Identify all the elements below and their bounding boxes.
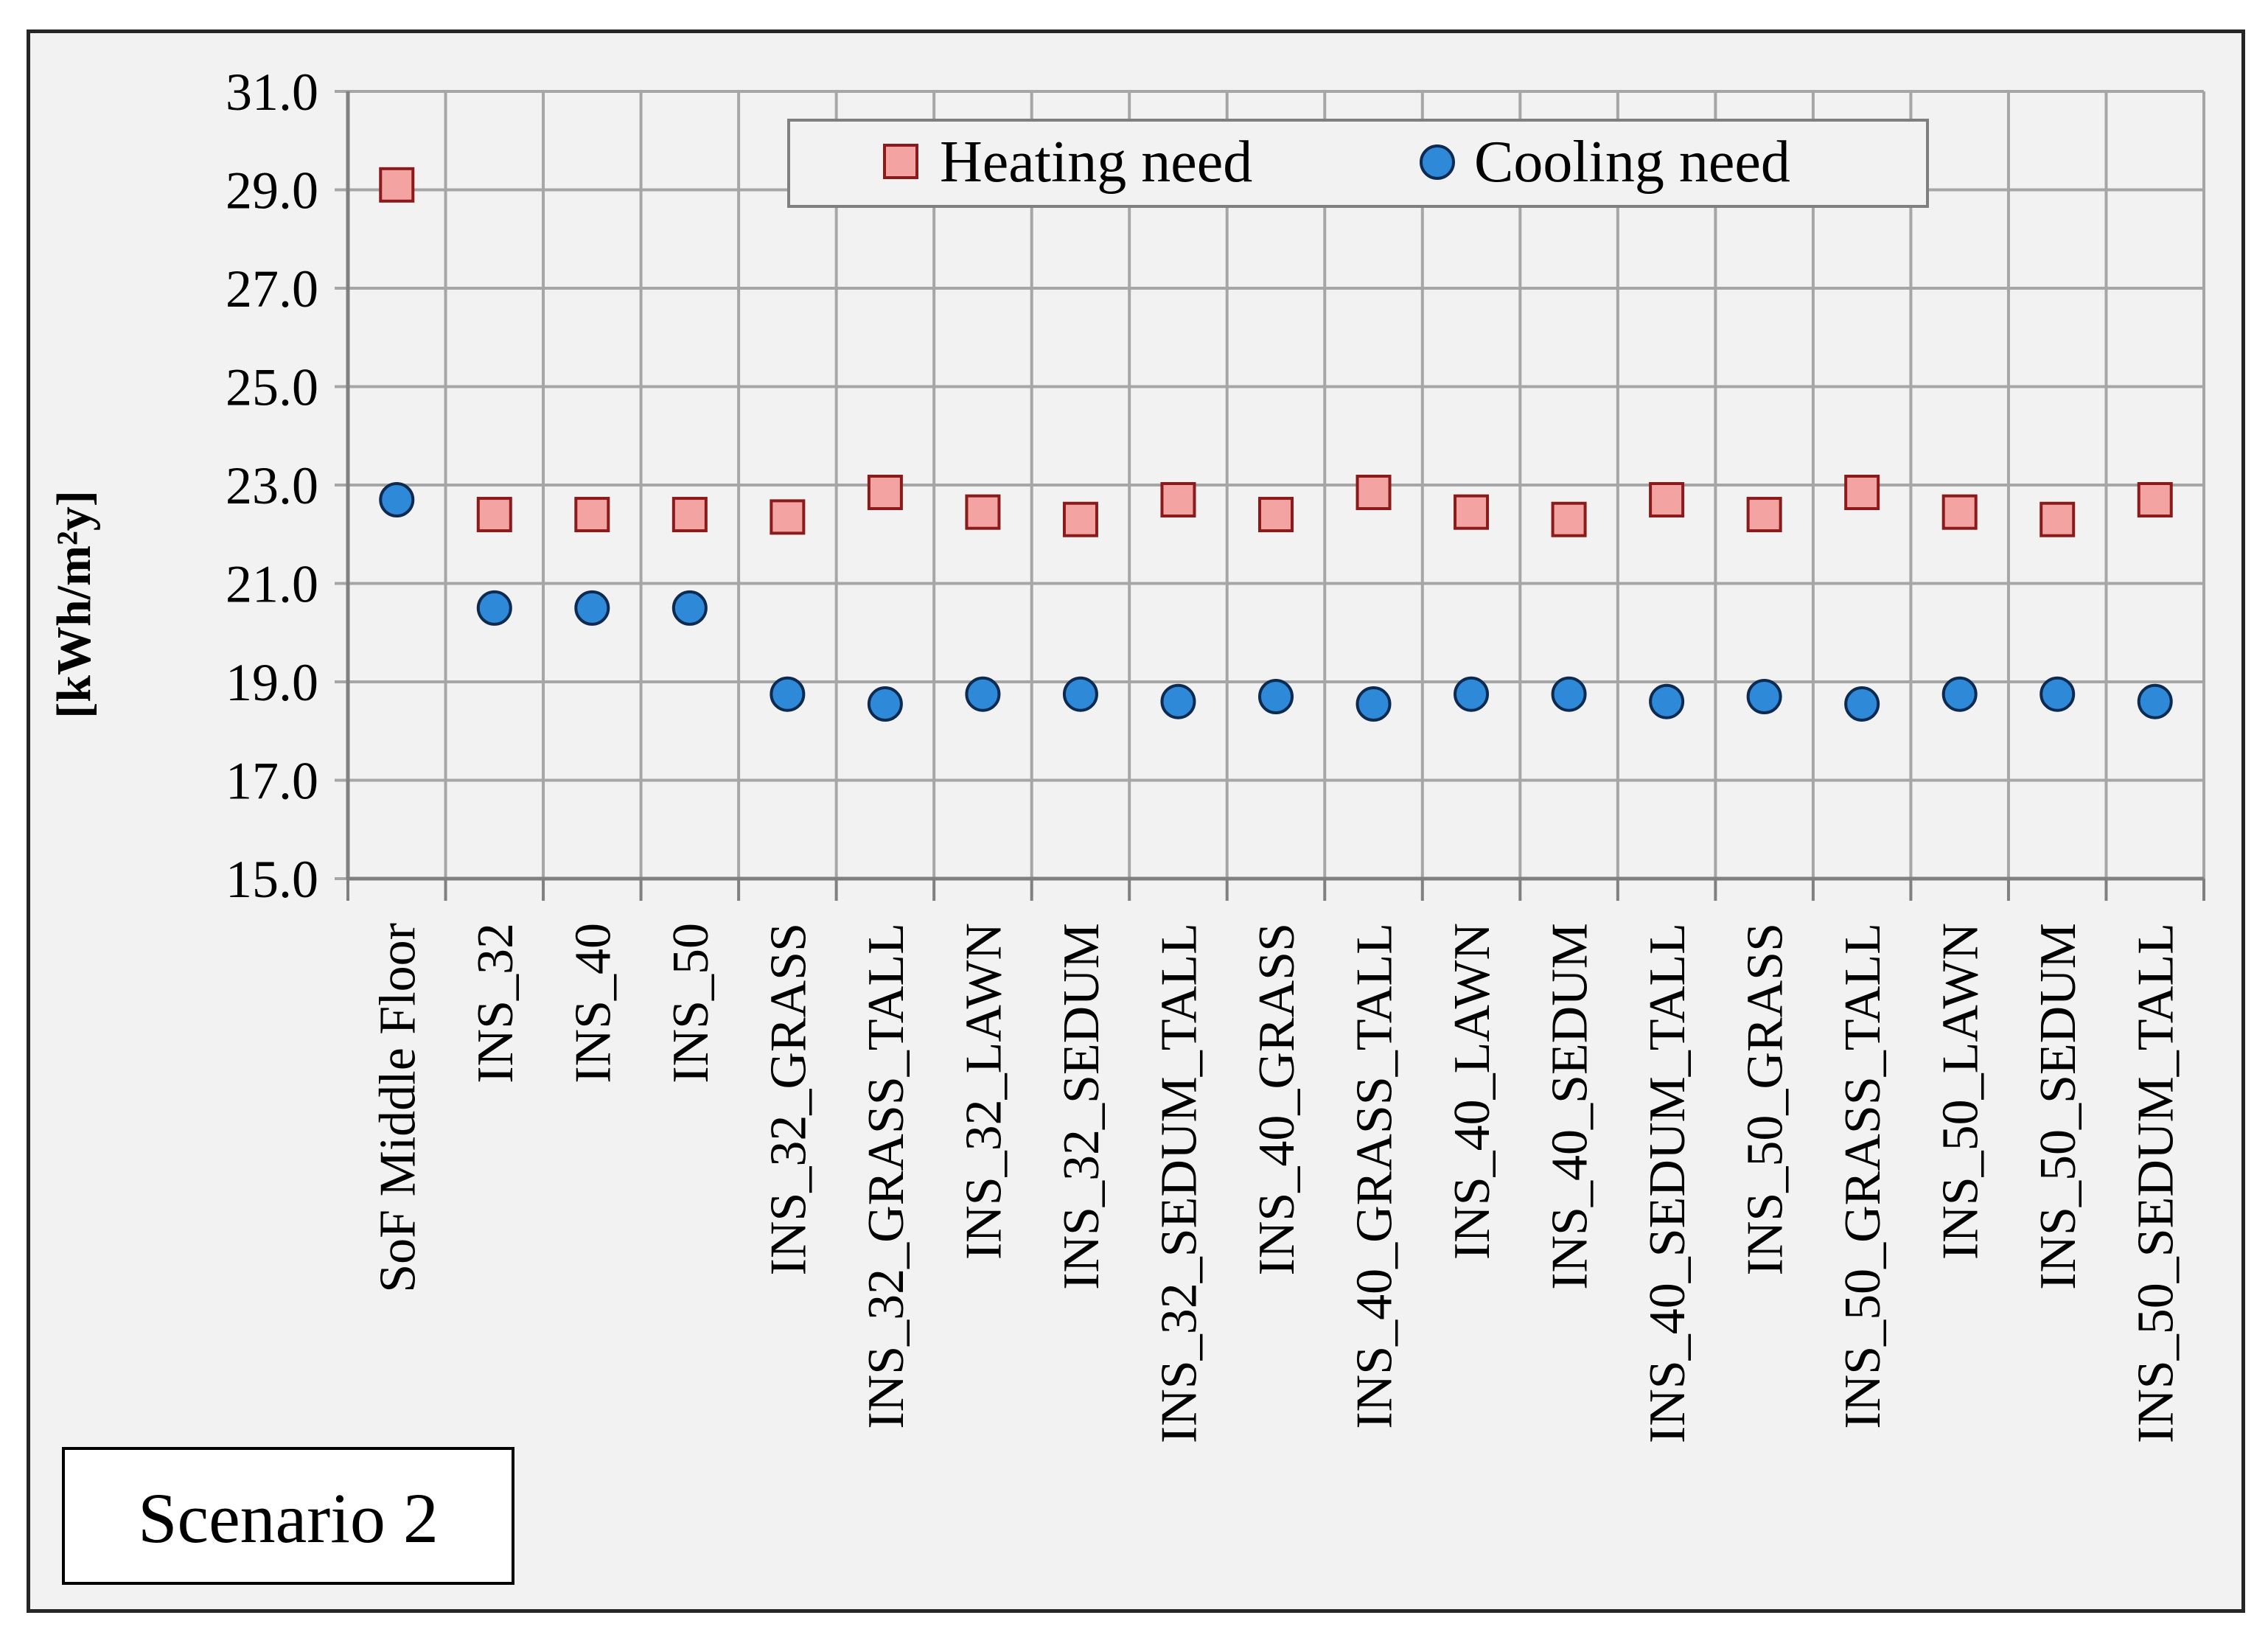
x-category-label: INS_50_SEDUM_TALL: [2128, 923, 2185, 1443]
x-category-label: INS_32: [467, 923, 524, 1084]
scenario-annotation: Scenario 2: [62, 1447, 514, 1585]
x-category-label: INS_40: [565, 923, 621, 1084]
x-category-label: INS_50_SEDUM: [2030, 923, 2087, 1290]
y-tick-label: 19.0: [226, 653, 318, 712]
x-category-label: INS_40_LAWN: [1444, 923, 1501, 1260]
y-tick-label: 17.0: [226, 752, 318, 811]
x-category-labels: SoF Middle Floor INS_32 INS_40 INS_50 INS_32…: [369, 923, 2184, 1443]
cooling-point: [1941, 676, 1978, 712]
x-category-label: INS_32_SEDUM_TALL: [1151, 923, 1207, 1443]
heating-point: [1160, 482, 1196, 518]
cooling-point: [1746, 679, 1782, 715]
cooling-point: [379, 482, 415, 518]
x-category-label: INS_32_SEDUM: [1053, 923, 1110, 1290]
x-category-label: INS_50_GRASS_TALL: [1835, 923, 1891, 1429]
cooling-point: [1062, 676, 1098, 712]
x-category-label: INS_50: [663, 923, 719, 1084]
cooling-point: [1844, 686, 1880, 722]
cooling-point: [965, 676, 1001, 712]
scenario-box: [62, 1447, 514, 1585]
heating-point: [770, 499, 806, 535]
cooling-point: [1355, 686, 1392, 722]
cooling-point: [1649, 683, 1685, 719]
heating-point: [867, 475, 903, 511]
y-tick-label: 15.0: [226, 850, 318, 909]
x-category-label: INS_32_LAWN: [955, 923, 1012, 1260]
heating-point: [1551, 501, 1587, 537]
x-category-label: INS_32_GRASS: [760, 923, 817, 1275]
heating-point: [476, 497, 512, 533]
cooling-point: [671, 590, 708, 626]
chart-frame: [27, 29, 2245, 1613]
heating-point: [1355, 475, 1392, 511]
heating-point: [1454, 494, 1490, 530]
x-category-label: INS_40_GRASS_TALL: [1347, 923, 1403, 1429]
x-category-label: SoF Middle Floor: [369, 923, 426, 1293]
y-tick-label: 29.0: [226, 161, 318, 220]
cooling-point: [1551, 676, 1587, 712]
cooling-point: [867, 686, 903, 722]
x-category-label: INS_40_SEDUM: [1542, 923, 1599, 1290]
legend-cooling-marker: [1420, 144, 1455, 180]
heating-point: [1746, 497, 1782, 533]
x-category-label: INS_32_GRASS_TALL: [858, 923, 915, 1429]
cooling-point: [2137, 683, 2173, 719]
heating-point: [965, 494, 1001, 530]
y-tick-label: 21.0: [226, 555, 318, 614]
y-axis-title: [kWh/m²y]: [47, 490, 101, 718]
legend-cooling-label: Cooling need: [1474, 130, 1790, 195]
heating-point: [1062, 501, 1098, 537]
legend: Heating need Cooling need: [787, 119, 1929, 208]
heating-point: [1258, 497, 1294, 533]
cooling-point: [770, 676, 806, 712]
cooling-point: [476, 590, 512, 626]
y-tick-labels: 15.0 17.0 19.0 21.0 23.0 25.0 27.0 29.0 31.0: [226, 63, 318, 909]
x-category-label: INS_40_GRASS: [1249, 923, 1305, 1275]
heating-point: [2040, 501, 2076, 537]
y-tick-label: 23.0: [226, 456, 318, 515]
grid-layer: [335, 90, 2205, 901]
legend-box: [787, 119, 1929, 208]
legend-heating-marker: [883, 144, 918, 179]
x-category-label: INS_40_SEDUM_TALL: [1639, 923, 1696, 1443]
heating-point: [379, 167, 415, 203]
x-category-label: INS_50_LAWN: [1933, 923, 1989, 1260]
x-category-label: INS_50_GRASS: [1737, 923, 1794, 1275]
cooling-point: [574, 590, 610, 626]
y-tick-label: 31.0: [226, 63, 318, 122]
heating-point: [1941, 494, 1978, 530]
legend-heating-label: Heating need: [940, 130, 1252, 195]
scenario-label: Scenario 2: [138, 1479, 439, 1558]
heating-point: [574, 497, 610, 533]
y-tick-label: 25.0: [226, 358, 318, 417]
cooling-point: [1454, 676, 1490, 712]
heating-point: [671, 497, 708, 533]
cooling-point: [1160, 683, 1196, 719]
heating-point: [2137, 482, 2173, 518]
heating-point: [1844, 475, 1880, 511]
cooling-point: [2040, 676, 2076, 712]
heating-point: [1649, 482, 1685, 518]
y-tick-label: 27.0: [226, 259, 318, 318]
data-points: [379, 167, 2173, 722]
cooling-point: [1258, 679, 1294, 715]
